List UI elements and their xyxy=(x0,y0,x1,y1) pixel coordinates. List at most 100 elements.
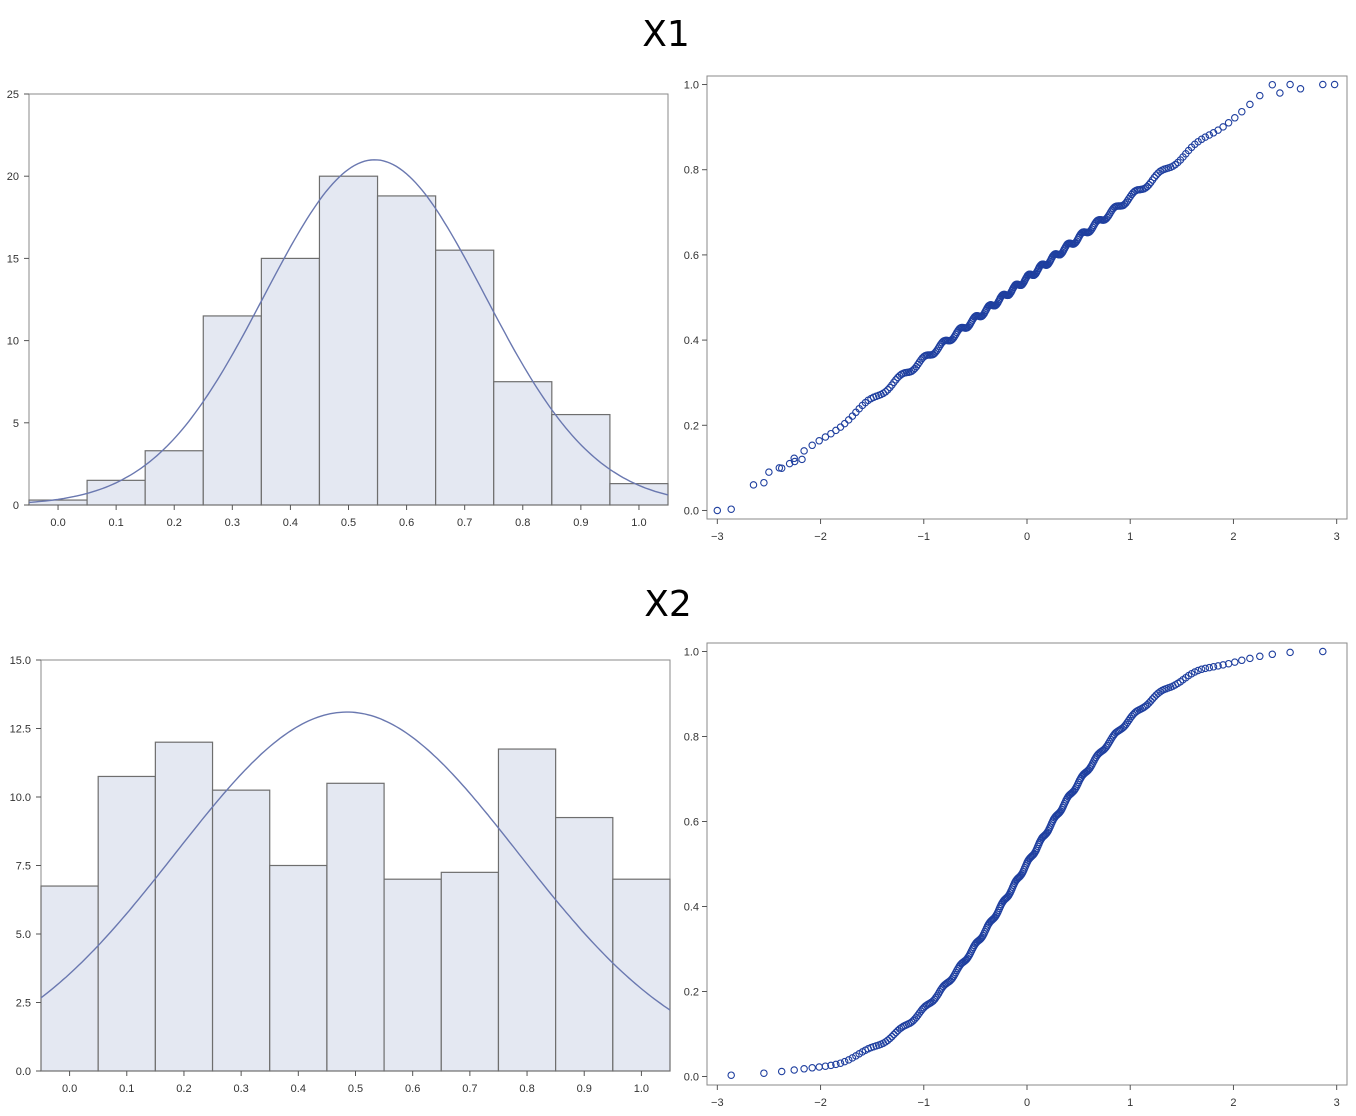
qq-point xyxy=(800,1065,808,1073)
qq-point xyxy=(1319,80,1327,89)
histogram-bar xyxy=(97,775,156,1072)
y-tick-label: 10 xyxy=(7,336,19,348)
x-tick-label: 0.0 xyxy=(50,517,65,529)
y-tick-label: 15.0 xyxy=(10,655,31,667)
x-tick-label: 0.6 xyxy=(399,517,414,529)
x-tick-label: 2 xyxy=(1230,531,1236,543)
y-tick-label: 0.8 xyxy=(684,165,699,177)
x-tick-label: −1 xyxy=(918,1097,931,1109)
qq-point xyxy=(777,464,786,472)
qq-point xyxy=(929,350,938,359)
x-tick-label: 3 xyxy=(1334,531,1340,543)
qq-point xyxy=(821,1062,830,1070)
qq-point xyxy=(890,1030,898,1039)
qq-point xyxy=(1194,666,1202,675)
qq-point xyxy=(950,332,959,340)
x-tick-label: 0.2 xyxy=(176,1083,191,1095)
qq-point xyxy=(1214,662,1222,670)
y-tick-label: 0.8 xyxy=(684,732,699,744)
qq-point xyxy=(932,993,940,1002)
qq-point xyxy=(821,433,830,441)
qq-point xyxy=(1276,89,1284,97)
y-tick-label: 25 xyxy=(7,89,19,101)
y-tick-label: 2.5 xyxy=(16,998,31,1010)
x-tick-label: 0 xyxy=(1024,531,1030,543)
qq-point xyxy=(1246,100,1254,109)
x-tick-label: −3 xyxy=(711,531,724,543)
normal-density-curve xyxy=(28,159,669,504)
x-tick-label: 0.9 xyxy=(577,1083,592,1095)
qq-point xyxy=(844,1056,853,1064)
x-tick-label: −2 xyxy=(814,1097,827,1109)
qq-point xyxy=(884,1036,892,1045)
x-tick-label: 0.0 xyxy=(62,1083,77,1095)
y-tick-label: 7.5 xyxy=(16,861,31,873)
x-tick-label: 1.0 xyxy=(634,1083,649,1095)
x-tick-label: 0.3 xyxy=(233,1083,248,1095)
qq-point xyxy=(808,1064,816,1072)
qq-point xyxy=(1296,85,1305,93)
qq-point xyxy=(1201,133,1210,141)
qq-point xyxy=(1256,652,1264,661)
qq-point xyxy=(886,1034,894,1043)
qq-point xyxy=(1152,171,1160,179)
qq-point xyxy=(881,388,890,396)
x-tick-label: −2 xyxy=(814,531,827,543)
qq-point xyxy=(832,1060,840,1069)
qq-point xyxy=(1330,80,1339,89)
qq-point xyxy=(1088,225,1096,233)
qq-point xyxy=(1086,763,1095,771)
qq-point xyxy=(1197,665,1206,674)
qq-point xyxy=(765,468,773,476)
qq-point xyxy=(884,386,892,394)
qq-point xyxy=(827,1061,835,1070)
histogram-bar xyxy=(376,195,437,506)
y-tick-label: 0.2 xyxy=(684,987,699,999)
qq-point xyxy=(790,454,798,463)
x-tick-label: 0.1 xyxy=(108,517,123,529)
y-tick-label: 0.6 xyxy=(684,250,699,262)
qq-point xyxy=(933,346,941,354)
histogram-bar xyxy=(269,864,328,1072)
x-tick-label: 0.8 xyxy=(515,517,530,529)
y-tick-label: 5 xyxy=(13,418,19,430)
qq-point xyxy=(1209,663,1218,671)
qq-point xyxy=(964,953,973,961)
y-tick-label: 20 xyxy=(7,171,19,183)
histogram-bar xyxy=(211,789,271,1072)
x-tick-label: 0 xyxy=(1024,1097,1030,1109)
histogram-bar xyxy=(202,315,262,506)
x-tick-label: 3 xyxy=(1334,1097,1340,1109)
x-tick-label: 0.2 xyxy=(167,517,182,529)
normal-density-curve xyxy=(40,711,671,1011)
qq-point xyxy=(777,1067,786,1076)
qq-point xyxy=(815,437,823,445)
y-tick-label: 0.4 xyxy=(684,902,699,914)
qq-point xyxy=(1104,212,1113,220)
qq-point xyxy=(1145,180,1153,189)
qq-point xyxy=(1156,688,1164,696)
histogram-bar xyxy=(435,249,495,506)
histogram-bar xyxy=(86,479,146,506)
qq-point xyxy=(836,1059,845,1067)
histogram-bar xyxy=(493,381,553,506)
y-tick-label: 1.0 xyxy=(684,647,699,659)
qq-point xyxy=(1219,123,1227,131)
qq-point xyxy=(798,455,806,464)
qq-point xyxy=(800,447,808,455)
y-tick-label: 0.6 xyxy=(684,817,699,829)
y-tick-label: 0.4 xyxy=(684,335,699,347)
y-tick-label: 1.0 xyxy=(684,80,699,92)
qq-point xyxy=(933,992,941,1000)
x-tick-label: 0.7 xyxy=(462,1083,477,1095)
qq-point xyxy=(1246,654,1254,663)
histogram-bar xyxy=(609,483,669,506)
section-title-x2: X2 xyxy=(644,584,692,625)
qq-point xyxy=(1231,658,1239,666)
qq-point xyxy=(1286,80,1294,89)
qq-point xyxy=(1238,656,1246,665)
x-tick-label: 0.4 xyxy=(291,1083,306,1095)
histogram-bar xyxy=(383,878,442,1072)
qq-panel-3: −3 −2 −1 0 1 2 3 0.0 0.2 0.4 0.6 0.8 1.0 xyxy=(684,642,1348,1109)
